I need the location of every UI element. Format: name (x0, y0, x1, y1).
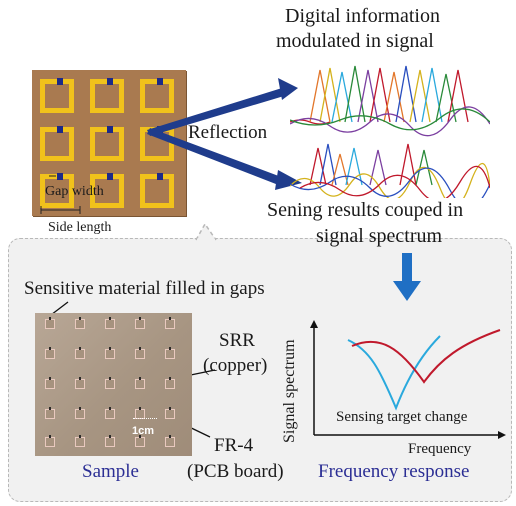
frequency-response-plot (310, 320, 506, 439)
gap-width-label: Gap width (45, 184, 104, 199)
scale-bar (133, 418, 157, 419)
srr-cell (90, 78, 124, 113)
gap-mark (157, 173, 163, 180)
srr-cell (135, 347, 145, 359)
srr-cell (165, 347, 175, 359)
srr-cell (105, 435, 115, 447)
srr-cell (105, 407, 115, 419)
y-axis-label: Signal spectrum (281, 339, 298, 443)
srr-cell (135, 435, 145, 447)
side-length-label: Side length (48, 220, 112, 235)
gap-mark (107, 78, 113, 85)
srr-cell (140, 173, 174, 208)
modulated-signal-waveform (290, 65, 490, 137)
srr-cell (40, 173, 74, 208)
srr-cell (165, 317, 175, 329)
down-arrow-icon (393, 253, 421, 301)
gap-mark (57, 173, 63, 180)
digital-info-line2: modulated in signal (276, 30, 434, 52)
x-axis-label: Frequency (408, 441, 472, 457)
scale-label: 1cm (132, 425, 155, 437)
gap-mark (107, 173, 113, 180)
sample-photo: 1cm (35, 313, 192, 456)
srr-cell (90, 173, 124, 208)
srr-cell (45, 317, 55, 329)
sensing-results-line1: Sening results couped in (267, 199, 464, 221)
fr4-label-line2: (PCB board) (187, 461, 284, 482)
srr-cell (75, 435, 85, 447)
srr-cell (165, 407, 175, 419)
srr-cell (45, 377, 55, 389)
srr-cell (135, 377, 145, 389)
srr-cell (40, 78, 74, 113)
srr-cell (105, 347, 115, 359)
response-curve-after (351, 329, 501, 384)
srr-cell (165, 435, 175, 447)
srr-cell (140, 78, 174, 113)
frequency-response-caption: Frequency response (318, 461, 470, 482)
srr-cell (105, 377, 115, 389)
srr-cell (45, 407, 55, 419)
srr-cell (75, 377, 85, 389)
sensing-results-line2: signal spectrum (316, 225, 443, 247)
gap-mark (57, 78, 63, 85)
srr-cell (75, 347, 85, 359)
gap-mark (107, 126, 113, 133)
sensing-change-label: Sensing target change (336, 409, 468, 425)
srr-cell (45, 347, 55, 359)
srr-cell (135, 317, 145, 329)
fr4-label-line1: FR-4 (214, 435, 254, 456)
srr-cell (40, 126, 74, 161)
srr-tag-pcb (32, 70, 186, 216)
gap-mark (57, 126, 63, 133)
srr-label-line2: (copper) (203, 355, 268, 376)
srr-cell (75, 407, 85, 419)
srr-cell (75, 317, 85, 329)
sample-caption: Sample (82, 461, 139, 482)
srr-cell (90, 126, 124, 161)
srr-cell (165, 377, 175, 389)
reflection-label: Reflection (188, 122, 268, 143)
response-curve-before (347, 335, 441, 411)
srr-cell (105, 317, 115, 329)
srr-cell (45, 435, 55, 447)
srr-label-line1: SRR (219, 330, 255, 351)
digital-info-line1: Digital information (285, 5, 440, 27)
sensitive-material-label: Sensitive material filled in gaps (24, 278, 265, 299)
sensing-signal-waveform (290, 143, 490, 198)
gap-mark (157, 78, 163, 85)
